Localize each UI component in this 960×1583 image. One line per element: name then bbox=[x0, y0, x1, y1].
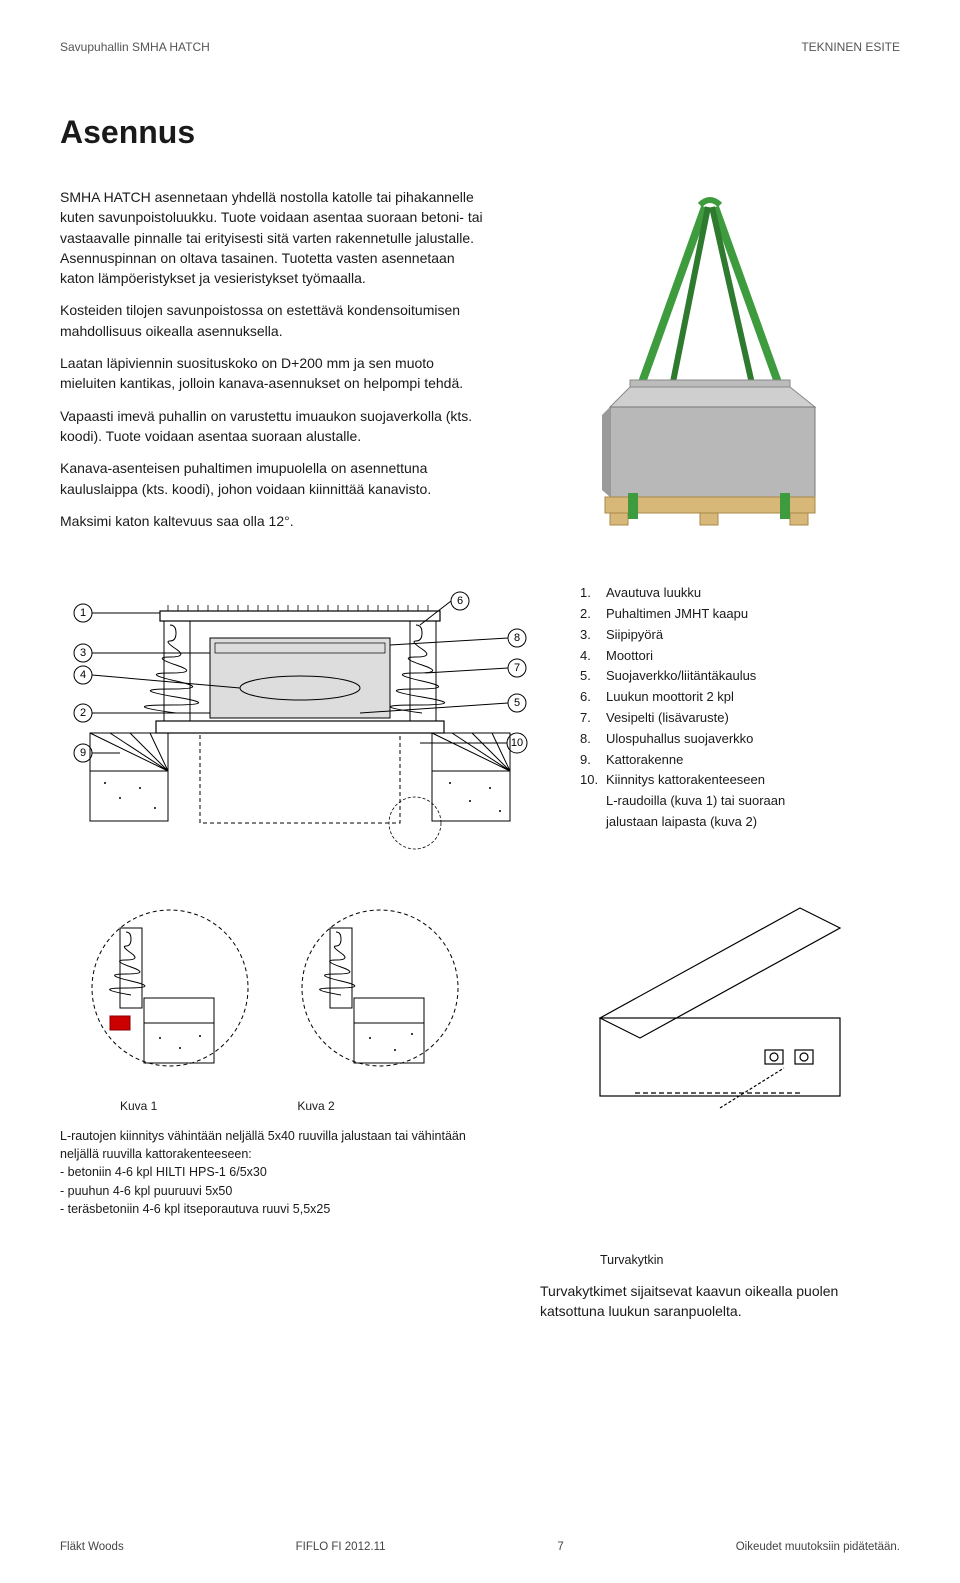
lifting-illustration bbox=[580, 197, 840, 537]
intro-section: SMHA HATCH asennetaan yhdellä nostolla k… bbox=[60, 187, 900, 543]
footer-mid: FIFLO FI 2012.11 bbox=[296, 1541, 386, 1553]
legend-num-10: 10. bbox=[580, 770, 606, 791]
page-footer: Fläkt Woods FIFLO FI 2012.11 7 Oikeudet … bbox=[60, 1541, 900, 1553]
header-right: TEKNINEN ESITE bbox=[801, 40, 900, 54]
figure-label-1: Kuva 1 bbox=[120, 1099, 157, 1113]
product-photo bbox=[520, 187, 900, 543]
figure-label-2: Kuva 2 bbox=[297, 1099, 334, 1113]
footer-right: Oikeudet muutoksiin pidätetään. bbox=[736, 1541, 900, 1553]
paragraph-3: Laatan läpiviennin suosituskoko on D+200… bbox=[60, 353, 490, 394]
legend-2: Puhaltimen JMHT kaapu bbox=[606, 606, 748, 621]
paragraph-6: Maksimi katon kaltevuus saa olla 12°. bbox=[60, 511, 490, 531]
mounting-caption: L-rautojen kiinnitys vähintään neljällä … bbox=[60, 1127, 500, 1218]
callout-9: 9 bbox=[80, 747, 86, 759]
callout-7: 7 bbox=[514, 662, 520, 674]
legend-num-2: 2. bbox=[580, 604, 606, 625]
legend-num-9: 9. bbox=[580, 750, 606, 771]
legend-num-3: 3. bbox=[580, 625, 606, 646]
paragraph-4: Vapaasti imevä puhallin on varustettu im… bbox=[60, 406, 490, 447]
callout-5: 5 bbox=[514, 697, 520, 709]
legend-num-1: 1. bbox=[580, 583, 606, 604]
paragraph-5: Kanava-asenteisen puhaltimen imupuolella… bbox=[60, 458, 490, 499]
diagram-section: 1 3 4 2 9 6 8 7 5 10 1.Avautuva luukku bbox=[60, 583, 900, 868]
lower-section: Kuva 1 Kuva 2 L-rautojen kiinnitys vähin… bbox=[60, 898, 900, 1322]
callout-4: 4 bbox=[80, 669, 86, 681]
paragraph-1: SMHA HATCH asennetaan yhdellä nostolla k… bbox=[60, 187, 490, 288]
caption-line-4: - teräsbetoniin 4-6 kpl itseporautuva ru… bbox=[60, 1200, 500, 1218]
legend-7: Vesipelti (lisävaruste) bbox=[606, 710, 729, 725]
legend-num-5: 5. bbox=[580, 666, 606, 687]
page-header: Savupuhallin SMHA HATCH TEKNINEN ESITE bbox=[60, 40, 900, 54]
legend-9: Kattorakenne bbox=[606, 752, 683, 767]
caption-line-3: - puuhun 4-6 kpl puuruuvi 5x50 bbox=[60, 1182, 500, 1200]
callout-8: 8 bbox=[514, 632, 520, 644]
legend-num-8: 8. bbox=[580, 729, 606, 750]
legend-num-7: 7. bbox=[580, 708, 606, 729]
callout-2: 2 bbox=[80, 707, 86, 719]
cross-section-diagram: 1 3 4 2 9 6 8 7 5 10 bbox=[60, 583, 540, 868]
legend-10c: jalustaan laipasta (kuva 2) bbox=[606, 814, 757, 829]
turva-label: Turvakytkin bbox=[540, 1253, 900, 1267]
legend-6: Luukun moottorit 2 kpl bbox=[606, 689, 734, 704]
legend-num-4: 4. bbox=[580, 646, 606, 667]
page-title: Asennus bbox=[60, 114, 900, 151]
safety-switch-figure: Turvakytkin Turvakytkimet sijaitsevat ka… bbox=[540, 898, 900, 1322]
callout-1: 1 bbox=[80, 607, 86, 619]
legend-10b: L-raudoilla (kuva 1) tai suoraan bbox=[606, 793, 785, 808]
legend-8: Ulospuhallus suojaverkko bbox=[606, 731, 753, 746]
caption-line-1: L-rautojen kiinnitys vähintään neljällä … bbox=[60, 1127, 500, 1163]
legend-10a: Kiinnitys kattorakenteeseen bbox=[606, 772, 765, 787]
callout-10: 10 bbox=[511, 737, 523, 749]
legend-3: Siipipyörä bbox=[606, 627, 663, 642]
footer-page: 7 bbox=[557, 1541, 563, 1553]
legend-1: Avautuva luukku bbox=[606, 585, 701, 600]
legend-num-6: 6. bbox=[580, 687, 606, 708]
detail-figures: Kuva 1 Kuva 2 L-rautojen kiinnitys vähin… bbox=[60, 898, 500, 1322]
paragraph-2: Kosteiden tilojen savunpoistossa on este… bbox=[60, 300, 490, 341]
footer-left: Fläkt Woods bbox=[60, 1541, 124, 1553]
callout-6: 6 bbox=[457, 595, 463, 607]
header-left: Savupuhallin SMHA HATCH bbox=[60, 40, 210, 54]
callout-3: 3 bbox=[80, 647, 86, 659]
legend-list: 1.Avautuva luukku 2.Puhaltimen JMHT kaap… bbox=[560, 583, 900, 833]
legend-4: Moottori bbox=[606, 648, 653, 663]
caption-line-2: - betoniin 4-6 kpl HILTI HPS-1 6/5x30 bbox=[60, 1163, 500, 1181]
legend-5: Suojaverkko/liitäntäkaulus bbox=[606, 668, 756, 683]
turva-text: Turvakytkimet sijaitsevat kaavun oikeall… bbox=[540, 1281, 900, 1322]
intro-text: SMHA HATCH asennetaan yhdellä nostolla k… bbox=[60, 187, 490, 543]
